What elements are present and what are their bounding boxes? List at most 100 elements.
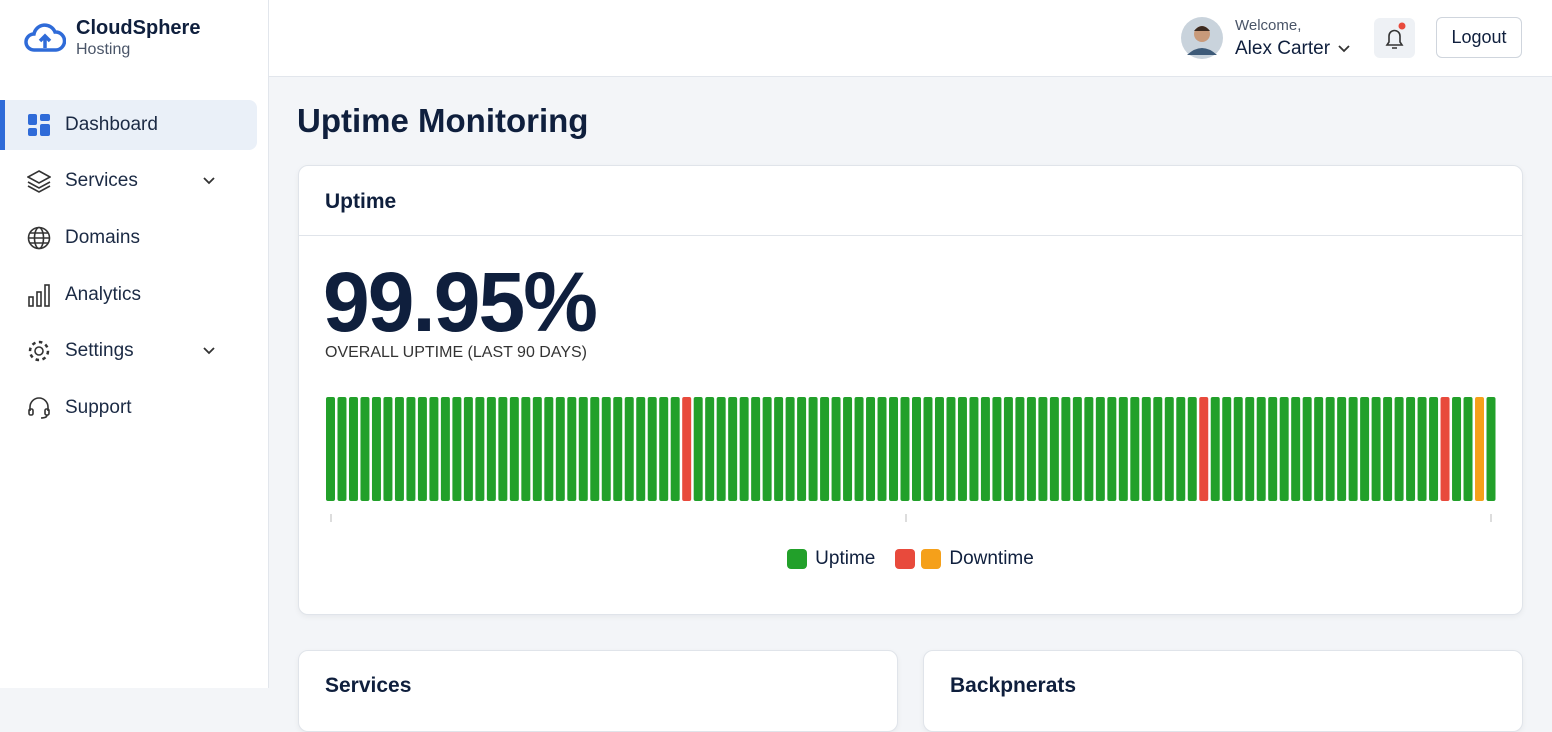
uptime-bar bbox=[762, 397, 772, 501]
uptime-bar bbox=[555, 397, 565, 501]
uptime-bar bbox=[429, 397, 439, 501]
uptime-bar bbox=[337, 397, 347, 501]
uptime-bar bbox=[394, 397, 404, 501]
uptime-value: 99.95% bbox=[323, 255, 598, 349]
uptime-bar bbox=[1348, 397, 1358, 501]
nav-label: Analytics bbox=[65, 284, 142, 305]
icon bbox=[28, 397, 50, 419]
uptime-bar bbox=[1072, 397, 1082, 501]
uptime-bar bbox=[1095, 397, 1105, 501]
uptime-bar bbox=[406, 397, 416, 501]
page-title: Uptime Monitoring bbox=[297, 102, 589, 139]
uptime-bar bbox=[670, 397, 680, 501]
nav-label: Support bbox=[65, 397, 132, 418]
nav-item[interactable]: Analytics bbox=[0, 270, 257, 320]
uptime-bar bbox=[521, 397, 531, 501]
uptime-bar bbox=[1038, 397, 1048, 501]
brand-name: CloudSphere bbox=[76, 17, 201, 39]
nav-item[interactable]: Dashboard bbox=[0, 100, 257, 150]
uptime-bar bbox=[728, 397, 738, 501]
card-title: Uptime bbox=[325, 190, 397, 213]
uptime-bar bbox=[590, 397, 600, 501]
uptime-bar bbox=[486, 397, 496, 501]
legend-item: Uptime bbox=[787, 548, 875, 570]
chevron[interactable] bbox=[1337, 44, 1351, 54]
uptime-bar bbox=[1429, 397, 1439, 501]
uptime-bar bbox=[624, 397, 634, 501]
uptime-bar bbox=[1026, 397, 1036, 501]
nav-label: Settings bbox=[65, 340, 134, 361]
uptime-bar bbox=[1383, 397, 1393, 501]
uptime-bar bbox=[1325, 397, 1335, 501]
chevron bbox=[203, 347, 215, 355]
uptime-bar bbox=[1153, 397, 1163, 501]
uptime-bar bbox=[739, 397, 749, 501]
uptime-bar bbox=[475, 397, 485, 501]
uptime-bar bbox=[889, 397, 899, 501]
uptime-bar bbox=[371, 397, 381, 501]
uptime-bar bbox=[1279, 397, 1289, 501]
bell-icon bbox=[1385, 22, 1406, 49]
uptime-bar bbox=[1417, 397, 1427, 501]
uptime-bar bbox=[383, 397, 393, 501]
uptime-bar bbox=[1360, 397, 1370, 501]
uptime-bar bbox=[1233, 397, 1243, 501]
uptime-bar bbox=[957, 397, 967, 501]
uptime-bar bbox=[705, 397, 715, 501]
notifications[interactable] bbox=[1374, 18, 1415, 58]
uptime-bar bbox=[751, 397, 761, 501]
uptime-bar bbox=[417, 397, 427, 501]
uptime-bar bbox=[716, 397, 726, 501]
divider bbox=[299, 235, 1522, 236]
uptime-bar bbox=[866, 397, 876, 501]
uptime-bar bbox=[980, 397, 990, 501]
uptime-bar bbox=[1475, 397, 1485, 501]
uptime-bar bbox=[1452, 397, 1462, 501]
icon bbox=[28, 284, 50, 307]
uptime-bar bbox=[808, 397, 818, 501]
uptime-bar bbox=[831, 397, 841, 501]
nav-item[interactable]: Domains bbox=[0, 213, 257, 263]
sidebar: CloudSphere Hosting Dashboard Services D… bbox=[0, 0, 269, 688]
nav-label: Dashboard bbox=[65, 114, 158, 135]
uptime-bar bbox=[1291, 397, 1301, 501]
uptime-bar bbox=[532, 397, 542, 501]
uptime-bar bbox=[1256, 397, 1266, 501]
avatar[interactable] bbox=[1181, 17, 1223, 59]
uptime-bar bbox=[1176, 397, 1186, 501]
uptime-bar bbox=[1314, 397, 1324, 501]
uptime-bars bbox=[326, 397, 1496, 522]
uptime-bar bbox=[992, 397, 1002, 501]
uptime-bar bbox=[1245, 397, 1255, 501]
legend-label: Uptime bbox=[815, 548, 876, 569]
uptime-bar bbox=[682, 397, 692, 501]
uptime-bar bbox=[1302, 397, 1312, 501]
nav-item[interactable]: Services bbox=[0, 156, 257, 206]
icon bbox=[27, 170, 51, 193]
uptime-bar bbox=[578, 397, 588, 501]
user-name[interactable]: Alex Carter bbox=[1235, 38, 1331, 59]
uptime-bar bbox=[934, 397, 944, 501]
uptime-bar bbox=[1061, 397, 1071, 501]
topbar: Welcome, Alex Carter Logout bbox=[269, 0, 1552, 77]
uptime-bar bbox=[1371, 397, 1381, 501]
uptime-bar bbox=[854, 397, 864, 501]
icon bbox=[27, 226, 51, 250]
uptime-bar bbox=[1118, 397, 1128, 501]
welcome: Welcome, bbox=[1235, 17, 1302, 34]
uptime-bar bbox=[1130, 397, 1140, 501]
uptime-bar bbox=[544, 397, 554, 501]
nav-item[interactable]: Support bbox=[0, 383, 257, 433]
nav-item[interactable]: Settings bbox=[0, 326, 257, 376]
uptime-bar bbox=[1084, 397, 1094, 501]
services-card: Services bbox=[298, 650, 898, 732]
uptime-bar bbox=[440, 397, 450, 501]
uptime-bar bbox=[912, 397, 921, 501]
uptime-bar bbox=[1268, 397, 1278, 501]
icon bbox=[28, 114, 50, 136]
uptime-bar bbox=[1107, 397, 1117, 501]
uptime-bar bbox=[509, 397, 519, 501]
uptime-bar bbox=[946, 397, 956, 501]
logout-button[interactable]: Logout bbox=[1436, 17, 1522, 58]
